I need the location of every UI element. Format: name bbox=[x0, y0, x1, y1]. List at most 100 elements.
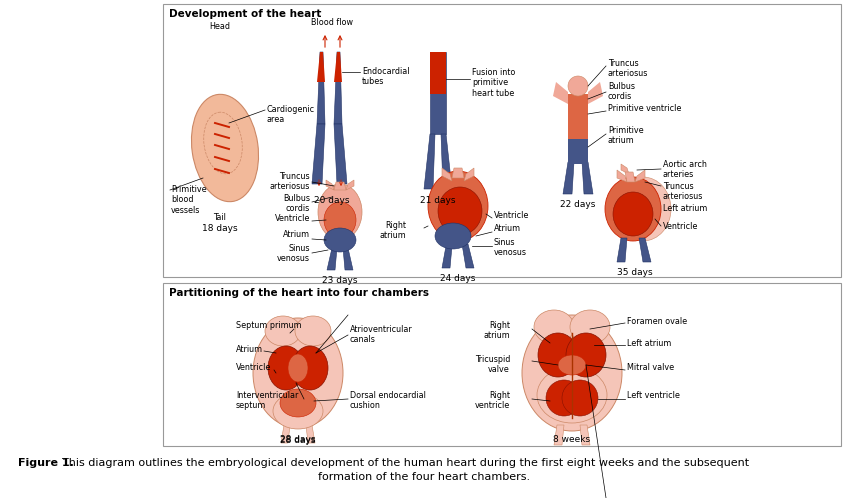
Polygon shape bbox=[424, 134, 435, 189]
Polygon shape bbox=[442, 246, 452, 268]
Ellipse shape bbox=[558, 355, 586, 375]
Ellipse shape bbox=[537, 367, 607, 423]
Text: Right
atrium: Right atrium bbox=[483, 321, 510, 341]
Text: Right
ventricle: Right ventricle bbox=[475, 391, 510, 410]
Ellipse shape bbox=[546, 380, 582, 416]
Text: 21 days: 21 days bbox=[420, 196, 456, 205]
Text: Aortic arch
arteries: Aortic arch arteries bbox=[663, 160, 707, 179]
Text: Truncus
arteriosus: Truncus arteriosus bbox=[663, 182, 703, 201]
Polygon shape bbox=[312, 124, 325, 184]
Ellipse shape bbox=[435, 223, 471, 249]
Text: Right
atrium: Right atrium bbox=[380, 221, 406, 241]
Polygon shape bbox=[625, 172, 635, 182]
Polygon shape bbox=[554, 425, 564, 445]
Text: Septum primum: Septum primum bbox=[236, 321, 301, 330]
Polygon shape bbox=[462, 244, 474, 268]
Bar bbox=[163, 283, 841, 446]
Text: Figure 1.: Figure 1. bbox=[18, 458, 74, 468]
Text: Bulbus
cordis: Bulbus cordis bbox=[608, 82, 635, 102]
Text: Bulbus
cordis: Bulbus cordis bbox=[283, 194, 310, 214]
Text: Ventricle: Ventricle bbox=[274, 214, 310, 223]
Polygon shape bbox=[327, 248, 337, 270]
Text: Endocardial
tubes: Endocardial tubes bbox=[362, 67, 409, 86]
Text: Atrium: Atrium bbox=[236, 345, 263, 354]
Text: Primitive
atrium: Primitive atrium bbox=[608, 126, 644, 145]
Text: Atrioventricular
canals: Atrioventricular canals bbox=[350, 325, 413, 345]
Text: Truncus
arteriosus: Truncus arteriosus bbox=[608, 59, 649, 78]
Ellipse shape bbox=[324, 202, 356, 238]
Polygon shape bbox=[334, 52, 342, 124]
Ellipse shape bbox=[318, 184, 362, 240]
Text: 22 days: 22 days bbox=[560, 200, 596, 209]
Text: Tricuspid
valve: Tricuspid valve bbox=[475, 355, 510, 374]
Text: Blood flow: Blood flow bbox=[311, 18, 353, 27]
Polygon shape bbox=[639, 238, 651, 262]
Text: Partitioning of the heart into four chambers: Partitioning of the heart into four cham… bbox=[169, 288, 429, 298]
Text: Atrium: Atrium bbox=[283, 230, 310, 239]
Text: Tail: Tail bbox=[214, 213, 227, 222]
Ellipse shape bbox=[566, 333, 606, 377]
Text: Head: Head bbox=[210, 22, 230, 31]
Polygon shape bbox=[553, 82, 568, 104]
Polygon shape bbox=[343, 248, 353, 270]
Ellipse shape bbox=[324, 228, 356, 252]
Polygon shape bbox=[635, 170, 645, 182]
Polygon shape bbox=[568, 139, 588, 164]
Polygon shape bbox=[281, 425, 290, 443]
Text: Mitral valve: Mitral valve bbox=[627, 363, 674, 372]
Text: Foramen ovale: Foramen ovale bbox=[627, 317, 687, 326]
Bar bbox=[163, 4, 841, 277]
Polygon shape bbox=[588, 82, 603, 104]
Polygon shape bbox=[442, 168, 452, 181]
Polygon shape bbox=[317, 52, 325, 82]
Text: Development of the heart: Development of the heart bbox=[169, 9, 322, 19]
Text: 28 days: 28 days bbox=[280, 435, 316, 444]
Ellipse shape bbox=[295, 316, 331, 346]
Text: 18 days: 18 days bbox=[202, 224, 238, 233]
Ellipse shape bbox=[438, 187, 482, 235]
Polygon shape bbox=[568, 94, 588, 159]
Polygon shape bbox=[441, 134, 452, 189]
Polygon shape bbox=[452, 168, 464, 178]
Ellipse shape bbox=[522, 315, 622, 431]
Text: Left atrium: Left atrium bbox=[663, 204, 707, 213]
Ellipse shape bbox=[570, 310, 610, 344]
Text: Left ventricle: Left ventricle bbox=[627, 391, 680, 400]
Ellipse shape bbox=[253, 318, 343, 428]
Polygon shape bbox=[430, 52, 446, 94]
Ellipse shape bbox=[428, 171, 488, 241]
Polygon shape bbox=[582, 162, 593, 194]
Polygon shape bbox=[326, 180, 334, 190]
Polygon shape bbox=[621, 164, 629, 174]
Ellipse shape bbox=[292, 346, 328, 390]
Polygon shape bbox=[334, 52, 342, 82]
Ellipse shape bbox=[568, 76, 588, 96]
Polygon shape bbox=[334, 182, 346, 190]
Polygon shape bbox=[617, 170, 627, 182]
Polygon shape bbox=[430, 52, 446, 134]
Text: Sinus
venosus: Sinus venosus bbox=[277, 244, 310, 263]
Text: 8 weeks: 8 weeks bbox=[554, 435, 591, 444]
Ellipse shape bbox=[288, 354, 308, 382]
Polygon shape bbox=[580, 425, 590, 445]
Text: formation of the four heart chambers.: formation of the four heart chambers. bbox=[318, 472, 530, 482]
Polygon shape bbox=[317, 52, 325, 124]
Text: Sinus
venosus: Sinus venosus bbox=[494, 238, 527, 257]
Polygon shape bbox=[346, 180, 354, 190]
Text: Interventricular
septum: Interventricular septum bbox=[236, 391, 298, 410]
Text: Dorsal endocardial
cushion: Dorsal endocardial cushion bbox=[350, 391, 426, 410]
Polygon shape bbox=[464, 168, 474, 181]
Text: 28 days: 28 days bbox=[280, 436, 316, 445]
Text: Fusion into
primitive
heart tube: Fusion into primitive heart tube bbox=[472, 68, 515, 98]
Ellipse shape bbox=[268, 346, 304, 390]
Ellipse shape bbox=[265, 316, 301, 346]
Text: 35 days: 35 days bbox=[617, 268, 653, 277]
Ellipse shape bbox=[605, 177, 661, 241]
Text: Cardiogenic
area: Cardiogenic area bbox=[267, 105, 315, 124]
Text: This diagram outlines the embryological development of the human heart during th: This diagram outlines the embryological … bbox=[62, 458, 749, 468]
Polygon shape bbox=[617, 238, 627, 262]
Ellipse shape bbox=[534, 310, 574, 344]
Ellipse shape bbox=[538, 333, 578, 377]
Text: Primitive ventricle: Primitive ventricle bbox=[608, 104, 682, 113]
Text: Truncus
arteriosus: Truncus arteriosus bbox=[270, 172, 310, 191]
